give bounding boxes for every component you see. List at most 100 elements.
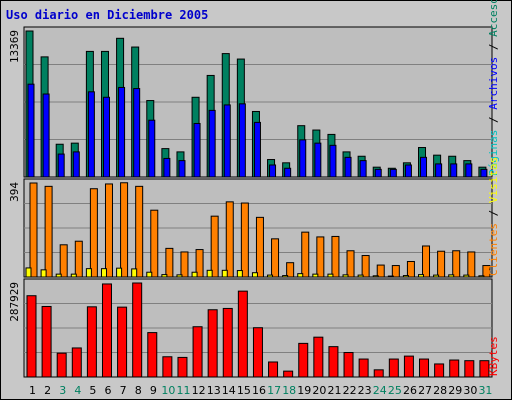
kbytes-bar — [283, 370, 294, 378]
clientes-bar — [376, 264, 385, 278]
kbytes-bar — [192, 326, 203, 378]
day-label: 15 — [237, 384, 251, 397]
clientes-bar — [286, 262, 295, 278]
visitas-bar — [282, 275, 289, 278]
visitas-bar — [478, 275, 485, 278]
clientes-bar — [240, 202, 249, 278]
day-label: 18 — [282, 384, 296, 397]
visitas-bar — [418, 274, 425, 278]
clientes-bar — [120, 182, 129, 278]
archivos-bar — [72, 151, 80, 178]
clientes-bar — [104, 183, 113, 278]
visitas-bar — [55, 273, 62, 278]
clientes-bar — [361, 255, 370, 278]
visitas-bar — [357, 274, 364, 278]
kbytes-bar — [268, 361, 279, 378]
day-label: 20 — [312, 384, 326, 397]
visitas-bar — [342, 274, 349, 278]
day-label: 16 — [252, 384, 266, 397]
visitas-bar — [387, 275, 394, 278]
visitas-bar — [85, 268, 92, 278]
kbytes-bar — [101, 283, 112, 378]
day-label: 25 — [388, 384, 402, 397]
day-label: 5 — [89, 384, 96, 397]
clientes-bar — [195, 249, 204, 278]
visitas-bar — [448, 274, 455, 278]
clientes-bar — [422, 245, 431, 278]
clientes-bar — [467, 251, 476, 278]
day-label: 1 — [29, 384, 36, 397]
visitas-bar — [297, 273, 304, 278]
panel-1-max-label: 13369 — [8, 30, 21, 63]
clientes-bar — [59, 244, 68, 278]
archivos-bar — [344, 156, 352, 178]
kbytes-bar — [464, 360, 475, 378]
visitas-bar — [206, 269, 213, 278]
visitas-bar — [267, 274, 274, 278]
visitas-bar — [161, 274, 168, 278]
visitas-bar — [40, 269, 47, 278]
day-label: 29 — [448, 384, 462, 397]
legend-accesos: Accesos — [487, 0, 500, 37]
visitas-bar — [146, 271, 153, 278]
visitas-bar — [191, 271, 198, 278]
kbytes-bar — [147, 332, 158, 378]
day-label: 11 — [177, 384, 191, 397]
kbytes-bar — [132, 282, 143, 378]
clientes-bar — [346, 250, 355, 278]
archivos-bar — [404, 164, 412, 178]
kbytes-bar — [71, 347, 82, 378]
clientes-bar — [316, 236, 325, 278]
panel-3-max-label: 287929 — [8, 282, 21, 322]
kbytes-bar — [222, 307, 233, 378]
visitas-bar — [131, 268, 138, 278]
visitas-bar — [25, 267, 32, 278]
archivos-bar — [193, 122, 201, 178]
archivos-bar — [178, 160, 186, 178]
day-label: 26 — [403, 384, 417, 397]
archivos-bar — [133, 88, 141, 178]
panel-3-legend: KBytes — [487, 336, 500, 376]
kbytes-bar — [252, 327, 263, 378]
kbytes-bar — [479, 360, 490, 378]
kbytes-bar — [388, 358, 399, 378]
kbytes-bar — [373, 369, 384, 378]
kbytes-bar — [56, 352, 67, 378]
clientes-bar — [331, 235, 340, 278]
archivos-bar — [435, 163, 443, 178]
kbytes-bar — [403, 355, 414, 378]
kbytes-bar — [298, 342, 309, 378]
day-label: 21 — [327, 384, 341, 397]
clientes-bar — [180, 251, 189, 278]
kbytes-bar — [41, 305, 52, 378]
visitas-bar — [116, 267, 123, 278]
day-label: 6 — [105, 384, 112, 397]
archivos-bar — [102, 96, 110, 178]
kbytes-bar — [177, 356, 188, 378]
day-label: 14 — [222, 384, 236, 397]
clientes-bar — [135, 185, 144, 278]
visitas-bar — [402, 275, 409, 278]
archivos-bar — [450, 163, 458, 178]
visitas-bar — [176, 274, 183, 278]
day-label: 7 — [120, 384, 127, 397]
kbytes-bar — [162, 356, 173, 378]
clientes-bar — [301, 231, 310, 278]
kbytes-bar — [313, 336, 324, 378]
archivos-bar — [163, 157, 171, 178]
visitas-bar — [312, 273, 319, 278]
clientes-bar — [255, 216, 264, 278]
visitas-bar — [327, 273, 334, 278]
clientes-bar — [482, 265, 491, 278]
clientes-bar — [89, 188, 98, 278]
clientes-bar — [150, 209, 159, 278]
day-label: 22 — [343, 384, 357, 397]
day-label: 19 — [297, 384, 311, 397]
chart-title: Uso diario en Diciembre 2005 — [6, 8, 208, 22]
archivos-bar — [420, 156, 428, 178]
panel-1-legend: Páginas / Archivos / Accesos — [487, 0, 500, 176]
day-label: 10 — [161, 384, 175, 397]
clientes-bar — [452, 250, 461, 278]
panel-2-max-label: 394 — [8, 182, 21, 202]
